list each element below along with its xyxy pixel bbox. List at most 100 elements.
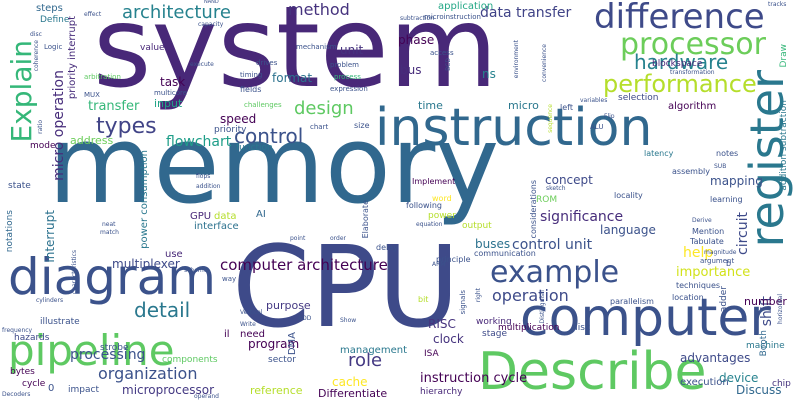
word-order: order [330,235,346,242]
word-dma: DMA [287,332,298,356]
word-micro-operation: micro operation [51,70,67,181]
word-arbitration: arbitration [84,73,121,81]
word-purpose: purpose [266,299,311,312]
word-computer: computer [520,288,771,348]
word-addition-subtraction: addition subtraction [779,100,789,191]
word-derive: Derive [692,217,712,224]
word-example: example [490,255,620,290]
word-differentiate: Differentiate [318,387,388,400]
word-argument: argument [700,257,735,265]
word-hazards: hazards [14,333,50,343]
word-notes: notes [716,149,739,158]
word-components: components [162,355,218,365]
word-hierarchy: hierarchy [420,387,463,397]
word-system: system [93,0,498,113]
word-reference: reference [250,384,303,397]
word-use: use [165,249,183,260]
word-access: access [430,49,454,57]
word-flip: Flip [604,113,615,120]
word-mapping: mapping [710,174,763,188]
word-way: way [222,275,237,283]
word-hardware: hardware [634,50,729,74]
word-program: program [248,337,300,351]
word-function: function [236,143,273,153]
word-adder: adder [719,286,729,313]
word-significance: significance [540,209,624,225]
word-space: space [676,59,703,69]
word-learning: learning [710,195,743,204]
word-neat: neat [102,221,116,228]
word-vertical: Vertical [240,309,263,316]
word-discuss: Discuss [736,383,782,397]
word-flowchart: flowchart [166,134,232,150]
word-scheme: scheme [184,267,208,274]
word-location: location [672,293,704,302]
word-challenges: challenges [244,101,282,109]
word-power-consumption: power consumption [139,150,150,249]
word-instruction-cycle: instruction cycle [420,371,528,386]
word-b: b [726,259,732,268]
word-operation: operation [492,286,569,305]
word-clock: clock [433,332,464,346]
word-need: need [240,329,265,340]
word-techniques: techniques [676,281,721,290]
word-execute: execute [190,61,214,68]
word-capacity: capacity [198,21,224,28]
word-help: help [683,245,714,261]
word-processor: processor [620,27,766,62]
word-data: data [214,211,237,222]
word-mention: Mention [692,227,725,236]
word-variables: variables [580,97,608,104]
word-gpu: GPU [190,211,212,222]
word-ai: AI [256,209,266,220]
word-size: size [354,121,370,130]
word-input: input [154,97,183,110]
word-effect: effect [84,11,102,18]
word-rom: ROM [536,195,558,205]
word-notations: notations [5,210,15,253]
word-speed: speed [220,112,257,126]
word-risc: RISC [428,317,456,331]
word-cpu: CPU [232,223,460,353]
word-isa: ISA [424,349,439,359]
word-interrupt: interrupt [43,210,57,263]
word-mode: mode [30,141,56,151]
word-task: task [160,75,186,89]
word-operand: operand [194,393,219,400]
word-expression: expression [330,85,368,93]
word-delay: delay [376,243,398,252]
word-0: 0 [48,383,55,394]
word-considerations: considerations [529,180,538,239]
word-assembly: assembly [672,167,710,176]
word-circuit: circuit [735,212,751,255]
word-difference: difference [594,0,765,37]
word-magnitude: magnitude [704,249,737,256]
word-types: types [96,114,157,139]
word-write: Write [240,321,256,328]
word-drives: drives [256,59,278,67]
word-sector: sector [268,355,296,365]
word-application: application [438,1,494,12]
word-following: following [406,201,442,210]
word-nand: NAND [204,0,219,5]
word-role: role [348,350,383,371]
word-communication: communication [474,249,536,258]
word-decoders: Decoders [2,391,31,398]
word-describe: Describe [478,342,707,400]
word-locality: locality [614,191,643,200]
word-chart: chart [310,123,329,131]
word-detail: detail [134,298,191,322]
word-equation: equation [416,221,443,228]
word-chip: chip [772,379,791,389]
word-architecture: architecture [122,2,231,23]
word-bus: bus [400,63,422,77]
word-match: match [100,229,119,236]
word-data-transfer: data transfer [480,5,572,21]
word-ns: ns [482,67,496,81]
word-multicore: multicore [154,89,188,97]
word-implement: Implement [412,177,456,186]
word-booth: Booth [759,330,769,357]
word-elaborate: Elaborate [361,200,370,239]
word-phase: phase [398,33,435,47]
